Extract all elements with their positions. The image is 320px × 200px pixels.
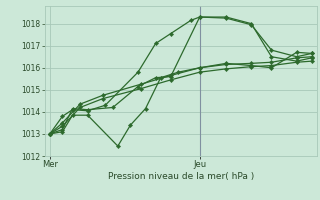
X-axis label: Pression niveau de la mer( hPa ): Pression niveau de la mer( hPa ) [108, 172, 254, 181]
